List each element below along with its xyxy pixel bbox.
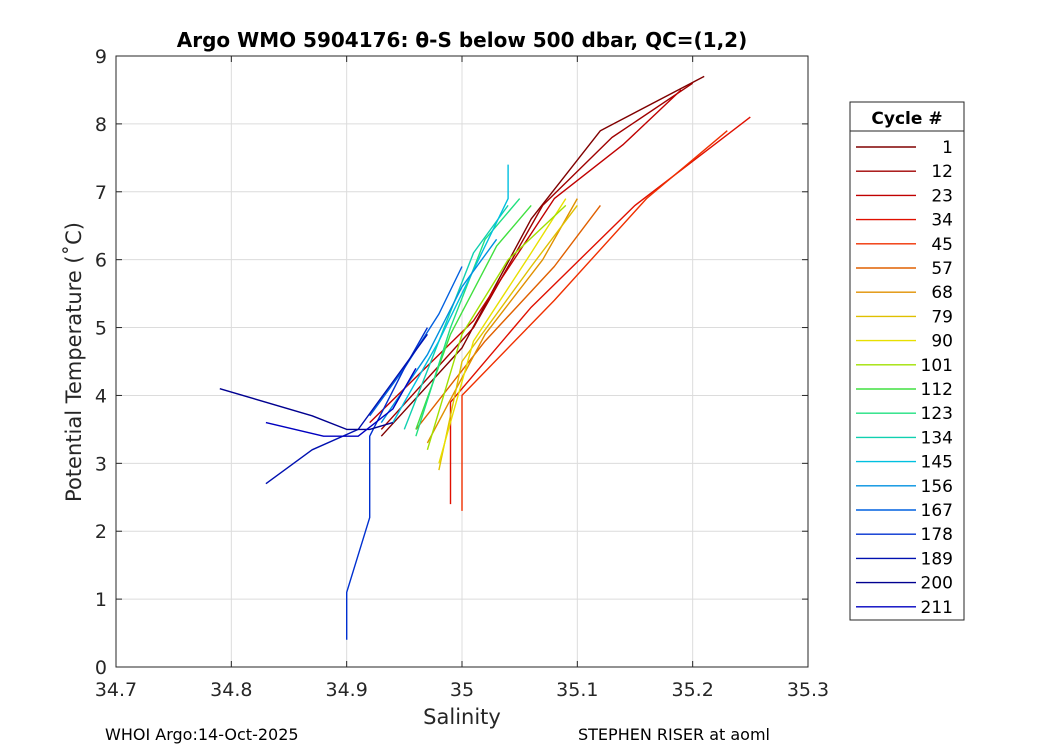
series-line-cycle-211 (265, 367, 417, 437)
legend-label-101: 101 (921, 356, 953, 376)
x-tick-label: 34.7 (95, 679, 137, 701)
legend-label-57: 57 (931, 259, 953, 279)
series-line-cycle-57 (415, 204, 601, 430)
legend-label-68: 68 (931, 283, 953, 303)
legend-label-34: 34 (931, 211, 953, 231)
y-tick-label: 3 (95, 453, 107, 475)
x-tick-label: 35.2 (672, 679, 714, 701)
series-line-cycle-45 (461, 130, 728, 511)
y-tick-label: 9 (95, 46, 107, 68)
chart-title: Argo WMO 5904176: θ-S below 500 dbar, QC… (177, 28, 747, 52)
data-series (219, 75, 751, 640)
series-line-cycle-12 (380, 82, 694, 430)
y-axis-label: Potential Temperature (˚C) (62, 222, 86, 502)
series-line-cycle-23 (369, 89, 682, 424)
y-tick-label: 5 (95, 318, 107, 340)
x-tick-label: 35.1 (556, 679, 598, 701)
x-tick-label: 35 (450, 679, 474, 701)
y-tick-label: 4 (95, 385, 107, 407)
legend-label-12: 12 (931, 162, 953, 182)
legend-label-1: 1 (942, 138, 953, 158)
legend-label-189: 189 (921, 549, 953, 569)
x-tick-label: 35.3 (787, 679, 829, 701)
y-tick-label: 0 (95, 657, 107, 679)
series-line-cycle-200 (219, 388, 393, 431)
footer-left: WHOI Argo:14-Oct-2025 (105, 725, 299, 744)
x-tick-label: 34.9 (326, 679, 368, 701)
legend-label-90: 90 (931, 332, 953, 352)
x-tick-label: 34.8 (210, 679, 252, 701)
legend-label-156: 156 (921, 477, 953, 497)
x-axis-label: Salinity (423, 705, 501, 729)
y-tick-label: 1 (95, 589, 107, 611)
legend: Cycle # 11223344557687990101112123134145… (849, 101, 965, 621)
y-tick-label: 2 (95, 521, 107, 543)
legend-label-134: 134 (921, 428, 953, 448)
y-tick-label: 8 (95, 114, 107, 136)
legend-label-167: 167 (921, 501, 953, 521)
legend-label-200: 200 (921, 574, 953, 594)
footer-right: STEPHEN RISER at aoml (578, 725, 770, 744)
series-line-cycle-90 (438, 198, 567, 464)
x-tick-labels: 34.7 34.8 34.9 35 35.1 35.2 35.3 (95, 56, 829, 701)
legend-label-211: 211 (921, 598, 953, 618)
series-line-cycle-145 (392, 164, 509, 423)
legend-label-23: 23 (931, 186, 953, 206)
legend-label-123: 123 (921, 404, 953, 424)
legend-label-45: 45 (931, 235, 953, 255)
series-line-cycle-101 (426, 204, 567, 451)
y-tick-label: 7 (95, 182, 107, 204)
series-line-cycle-123 (415, 198, 521, 437)
y-tick-labels: 0 1 2 3 4 5 6 7 8 9 (95, 46, 808, 679)
legend-label-112: 112 (921, 380, 953, 400)
y-tick-label: 6 (95, 250, 107, 272)
series-line-cycle-79 (438, 204, 578, 471)
legend-label-79: 79 (931, 307, 953, 327)
legend-items: 1122334455768799010111212313414515616717… (856, 138, 953, 618)
legend-label-178: 178 (921, 525, 953, 545)
legend-label-145: 145 (921, 453, 953, 473)
legend-title: Cycle # (871, 109, 942, 129)
